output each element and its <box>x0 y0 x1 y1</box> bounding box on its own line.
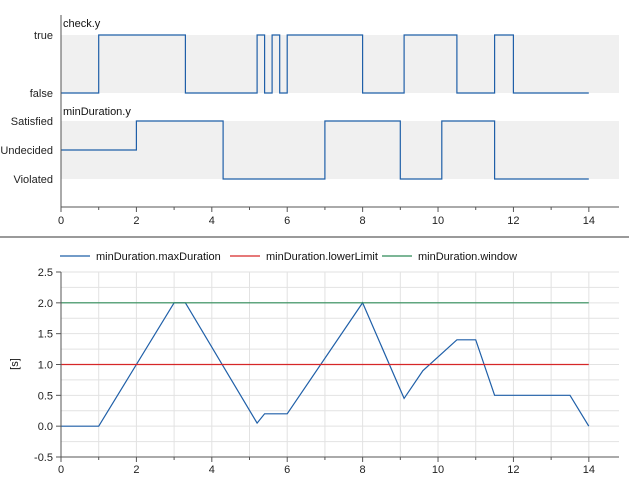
duration-plot-panel: minDuration.maxDuration minDuration.lower… <box>9 251 619 476</box>
x-tick-label: 4 <box>209 464 215 476</box>
x-tick-label: 12 <box>507 464 519 476</box>
x-tick-label: 8 <box>360 464 366 476</box>
x-tick-label: 6 <box>284 215 290 227</box>
level-label: Undecided <box>0 145 53 157</box>
level-label: true <box>34 30 53 42</box>
x-tick-label: 4 <box>209 215 215 227</box>
boolean-plot-panel: false true Violated Undecided Satisfied chec… <box>0 15 619 227</box>
y-tick-label: 2.5 <box>38 267 53 279</box>
x-tick-label: 14 <box>583 215 595 227</box>
x-tick-label: 0 <box>58 215 64 227</box>
y-tick-label: -0.5 <box>34 452 53 464</box>
x-tick-label: 2 <box>133 215 139 227</box>
level-label: Violated <box>13 174 53 186</box>
series-line-check-y[interactable] <box>61 34 589 94</box>
x-tick-label: 10 <box>432 464 444 476</box>
x-tick-label: 12 <box>507 215 519 227</box>
y-tick-label: 0.5 <box>38 390 53 402</box>
x-tick-label: 2 <box>133 464 139 476</box>
y-tick-label: 1.0 <box>38 360 53 372</box>
y-tick-label: 0.0 <box>38 421 53 433</box>
series-line-minDuration-y[interactable] <box>61 120 589 180</box>
x-tick-label: 0 <box>58 464 64 476</box>
y-tick-label: 2.0 <box>38 298 53 310</box>
y-tick-label: 1.5 <box>38 329 53 341</box>
y-axis-label: [s] <box>9 358 21 370</box>
legend-item-minDuration-maxDuration[interactable]: minDuration.maxDuration <box>60 251 221 263</box>
x-tick-label: 14 <box>583 464 595 476</box>
subplot-title: check.y <box>63 18 101 30</box>
legend-label: minDuration.window <box>418 251 517 263</box>
level-label: false <box>30 88 53 100</box>
legend-label: minDuration.maxDuration <box>96 251 221 263</box>
subplot-band-2 <box>61 121 619 179</box>
legend-item-minDuration-lowerLimit[interactable]: minDuration.lowerLimit <box>230 251 378 263</box>
subplot-band-1 <box>61 35 619 93</box>
legend-item-minDuration-window[interactable]: minDuration.window <box>382 251 517 263</box>
x-tick-label: 10 <box>432 215 444 227</box>
x-tick-label: 8 <box>360 215 366 227</box>
subplot-title: minDuration.y <box>63 106 131 118</box>
legend-label: minDuration.lowerLimit <box>266 251 378 263</box>
level-label: Satisfied <box>11 116 53 128</box>
x-tick-label: 6 <box>284 464 290 476</box>
